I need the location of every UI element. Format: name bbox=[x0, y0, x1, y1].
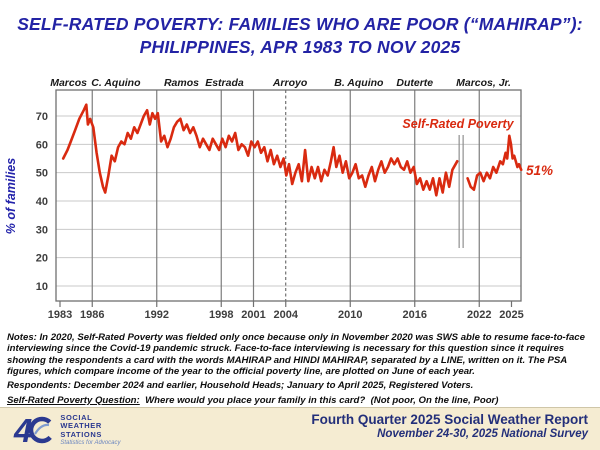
logo-tagline: Statistics for Advocacy bbox=[60, 439, 121, 446]
sws-logo: 4 SOCIAL WEATHER STATIONS Statistics for… bbox=[14, 411, 121, 449]
poverty-line-segment bbox=[466, 134, 523, 191]
x-tick-label: 2010 bbox=[338, 309, 362, 321]
x-tick-label: 2016 bbox=[403, 309, 427, 321]
report-title: Fourth Quarter 2025 Social Weather Repor… bbox=[311, 412, 588, 427]
title-line-2: PHILIPPINES, APR 1983 TO NOV 2025 bbox=[139, 37, 461, 58]
question-label: Self-Rated Poverty Question: bbox=[7, 394, 140, 406]
president-label: C. Aquino bbox=[91, 77, 141, 89]
note-respondents: Respondents: December 2024 and earlier, … bbox=[7, 380, 474, 392]
logo-4: 4 bbox=[14, 411, 32, 449]
y-axis-title: % of families bbox=[4, 158, 18, 234]
x-tick-label: 1998 bbox=[209, 309, 233, 321]
survey-date: November 24-30, 2025 National Survey bbox=[377, 428, 588, 440]
logo-word-social: SOCIAL bbox=[60, 413, 93, 423]
y-tick-label: 60 bbox=[36, 139, 48, 151]
y-tick-label: 10 bbox=[36, 281, 48, 293]
logo-word-stations: STATIONS bbox=[60, 429, 102, 439]
poverty-line-segment bbox=[61, 103, 459, 197]
y-tick-label: 50 bbox=[36, 168, 48, 180]
president-label: Marcos bbox=[50, 77, 87, 89]
poverty-chart: 10 20 30 40 50 60 70 1983 1986 1992 1998 2001 2004 20… bbox=[4, 77, 553, 321]
y-tick-label: 70 bbox=[36, 111, 48, 123]
logo-swoosh-icon bbox=[29, 416, 56, 444]
x-tick-label: 1983 bbox=[48, 309, 72, 321]
end-value-label: 51% bbox=[526, 163, 553, 178]
x-tick-label: 1992 bbox=[145, 309, 169, 321]
president-label: Estrada bbox=[205, 77, 244, 89]
question-text: Where would you place your family in thi… bbox=[139, 394, 499, 406]
president-label: Ramos bbox=[164, 77, 199, 89]
y-tick-label: 40 bbox=[36, 196, 48, 208]
note-methodology: Notes: In 2020, Self-Rated Poverty was f… bbox=[7, 332, 585, 377]
president-label: B. Aquino bbox=[334, 77, 384, 89]
x-tick-label: 2022 bbox=[467, 309, 491, 321]
x-tick-label: 2001 bbox=[241, 309, 265, 321]
footer-text: Fourth Quarter 2025 Social Weather Repor… bbox=[311, 412, 588, 440]
notes-block: Notes: In 2020, Self-Rated Poverty was f… bbox=[7, 332, 595, 409]
note-question: Self-Rated Poverty Question: Where would… bbox=[7, 395, 595, 406]
logo-text: SOCIAL WEATHER STATIONS Statistics for A… bbox=[60, 413, 121, 446]
series-label: Self-Rated Poverty bbox=[402, 117, 514, 131]
president-label: Duterte bbox=[396, 77, 433, 89]
page-title: SELF-RATED POVERTY: FAMILIES WHO ARE POO… bbox=[0, 13, 600, 59]
x-tick-label: 1986 bbox=[80, 309, 104, 321]
footer-band: 4 SOCIAL WEATHER STATIONS Statistics for… bbox=[0, 407, 600, 450]
logo-word-weather: WEATHER bbox=[60, 421, 102, 431]
y-tick-label: 30 bbox=[36, 224, 48, 236]
logo-40-numerals: 4 bbox=[14, 414, 57, 447]
y-tick-label: 20 bbox=[36, 253, 48, 265]
x-tick-label: 2004 bbox=[274, 309, 299, 321]
x-tick-label: 2025 bbox=[499, 309, 523, 321]
plot-border bbox=[55, 89, 522, 302]
president-label: Arroyo bbox=[272, 77, 308, 89]
title-line-1: SELF-RATED POVERTY: FAMILIES WHO ARE POO… bbox=[17, 14, 583, 34]
president-label: Marcos, Jr. bbox=[456, 77, 511, 89]
